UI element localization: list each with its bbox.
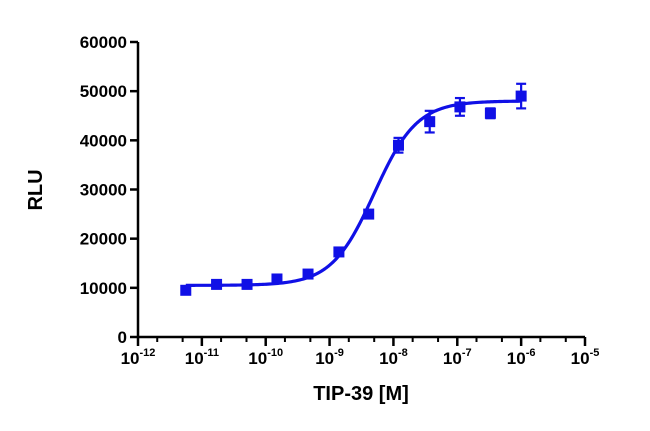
- data-point-group: [515, 82, 527, 110]
- data-point-square: [333, 246, 345, 258]
- data-point-group: [302, 268, 314, 280]
- data-point-square: [180, 284, 192, 296]
- data-point-group: [271, 273, 283, 285]
- data-point-group: [363, 208, 375, 220]
- data-point-square: [241, 278, 253, 290]
- x-axis-label: TIP-39 [M]: [313, 383, 409, 405]
- data-point-square: [211, 278, 223, 290]
- x-tick-label: 10-11: [185, 347, 219, 368]
- data-point-group: [333, 246, 345, 258]
- y-tick-label: 10000: [80, 279, 127, 298]
- data-point-square: [484, 107, 496, 119]
- y-tick-label: 0: [118, 328, 127, 347]
- y-axis-label: RLU: [25, 169, 47, 210]
- x-ticks: 10-12 10-11 10-10 10-9 10-8 10-7 10-6 10-5: [121, 337, 600, 368]
- x-tick-label: 10-12: [121, 347, 156, 368]
- data-point-group: [484, 107, 496, 120]
- data-point-square: [424, 116, 436, 128]
- x-tick-label: 10-8: [379, 347, 408, 368]
- data-point-square: [271, 273, 283, 285]
- fit-curve-layer: [185, 99, 522, 287]
- y-tick-label: 50000: [80, 82, 127, 101]
- data-points-layer: [180, 82, 527, 296]
- y-tick-label: 40000: [80, 131, 127, 150]
- y-ticks: 0 10000 20000 30000 40000 50000 60000: [80, 33, 138, 347]
- data-point-square: [302, 268, 314, 280]
- data-point-square: [515, 90, 527, 102]
- data-point-group: [241, 278, 253, 290]
- fit-curve: [185, 99, 522, 287]
- data-point-square: [363, 208, 375, 220]
- axes: [136, 42, 585, 339]
- data-point-square: [392, 139, 404, 151]
- data-point-group: [211, 278, 223, 290]
- data-point-group: [392, 136, 404, 154]
- y-tick-label: 20000: [80, 230, 127, 249]
- x-tick-label: 10-10: [248, 347, 283, 368]
- data-point-square: [454, 101, 466, 113]
- x-tick-label: 10-5: [571, 347, 600, 368]
- x-tick-label: 10-9: [315, 347, 344, 368]
- data-point-group: [424, 109, 436, 134]
- data-point-group: [180, 284, 192, 296]
- y-tick-label: 30000: [80, 181, 127, 200]
- data-point-group: [454, 96, 466, 117]
- y-tick-label: 60000: [80, 33, 127, 52]
- x-tick-label: 10-6: [507, 347, 536, 368]
- x-tick-label: 10-7: [443, 347, 472, 368]
